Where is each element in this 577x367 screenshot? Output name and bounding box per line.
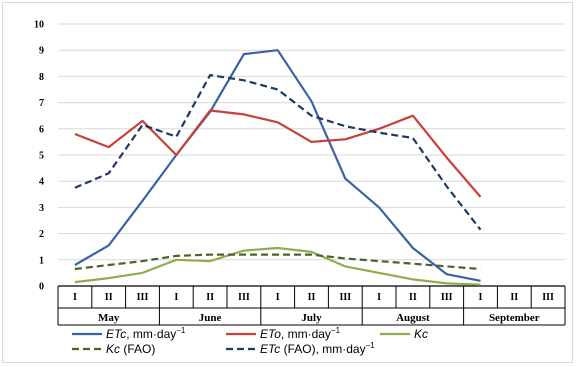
legend-label: ETc, mm·day−1 (106, 326, 186, 341)
month-label: August (396, 312, 430, 324)
month-label: May (98, 312, 120, 324)
y-tick-label: 4 (39, 177, 44, 188)
y-tick-label: 8 (39, 72, 44, 83)
y-tick-label: 2 (39, 229, 44, 240)
legend-label-italic: ETc (106, 327, 126, 341)
x-tick-label: II (308, 292, 316, 303)
x-tick-label: I (73, 292, 77, 303)
month-label: September (489, 312, 540, 324)
x-tick-label: II (206, 292, 214, 303)
y-tick-label: 6 (39, 124, 44, 135)
x-tick-label: III (137, 292, 149, 303)
x-tick-label: III (238, 292, 250, 303)
legend-label-italic: Kc (414, 327, 428, 341)
x-tick-label: II (510, 292, 518, 303)
y-tick-label: 9 (39, 46, 44, 57)
x-tick-label: III (339, 292, 351, 303)
x-tick-label: III (441, 292, 453, 303)
x-tick-label: I (276, 292, 280, 303)
legend-label-rest: , mm·day (281, 327, 331, 341)
x-tick-label: I (377, 292, 381, 303)
x-tick-label: I (174, 292, 178, 303)
series-line (74, 246, 481, 286)
y-tick-label: 10 (34, 20, 44, 31)
series-line (74, 49, 481, 282)
legend-label: ETc (FAO), mm·day−1 (260, 341, 375, 356)
y-axis-ticks: 0 1 2 3 4 5 6 7 8 9 10 (34, 20, 44, 293)
legend-label-rest: (FAO), mm·day (280, 342, 365, 356)
legend-label-superscript: −1 (331, 326, 341, 335)
month-label: June (199, 312, 222, 324)
series-lines (74, 49, 482, 286)
legend-label-italic: ETc (260, 342, 280, 356)
month-label: July (301, 312, 322, 324)
legend-label-italic: ETo (260, 327, 281, 341)
series-line (74, 109, 482, 198)
legend-label-italic: Kc (106, 342, 120, 356)
x-tick-label: III (542, 292, 554, 303)
y-tick-label: 7 (39, 98, 44, 109)
legend-label-rest: , mm·day (126, 327, 176, 341)
gridlines (58, 23, 565, 287)
y-tick-label: 0 (39, 282, 44, 293)
series-line (74, 253, 481, 271)
series-line (74, 73, 482, 231)
y-tick-label: 5 (39, 151, 44, 162)
x-tick-label: I (479, 292, 483, 303)
y-tick-label: 1 (39, 255, 44, 266)
chart-frame (2, 2, 573, 363)
legend-label: Kc (414, 327, 428, 341)
legend-label-rest: (FAO) (120, 342, 155, 356)
x-tick-label: II (409, 292, 417, 303)
y-tick-label: 3 (39, 203, 44, 214)
legend-label: Kc (FAO) (106, 342, 155, 356)
legend-label-superscript: −1 (366, 341, 376, 350)
x-tick-label: II (105, 292, 113, 303)
legend-label: ETo, mm·day−1 (260, 326, 341, 341)
legend-label-superscript: −1 (176, 326, 186, 335)
